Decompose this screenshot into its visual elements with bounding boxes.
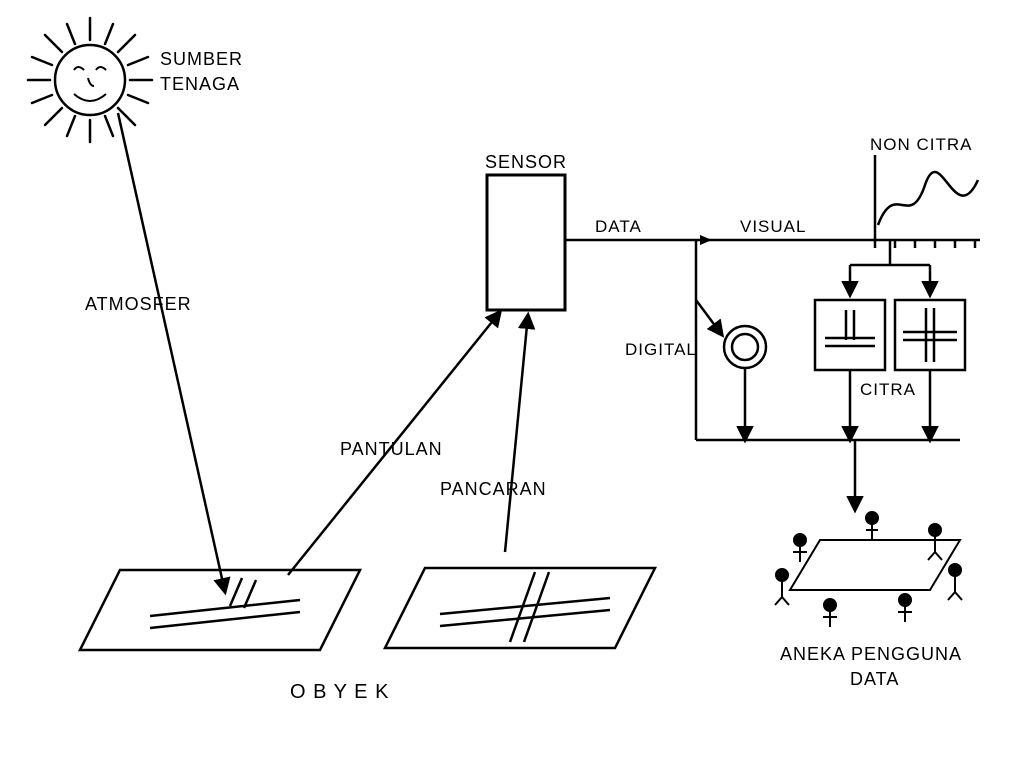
edge-to-digital [696,300,722,335]
object-right [385,568,655,648]
users-label-2: DATA [850,669,899,689]
non-citra-label: NON CITRA [870,135,973,154]
non-citra-icon [875,155,978,248]
sensor-label: SENSOR [485,152,567,172]
sensor-box [487,175,565,310]
users-icon [775,512,962,627]
visual-label: VISUAL [740,217,806,236]
pantulan-label: PANTULAN [340,439,443,459]
obyek-label: O B Y E K [290,681,389,703]
citra-thumb-left [815,300,885,370]
data-label: DATA [595,217,642,236]
digital-ring-icon [724,326,766,368]
sun-label-1: SUMBER [160,49,243,69]
output-merge [696,368,960,510]
remote-sensing-diagram: SUMBER TENAGA ATMOSFER SENSOR O B Y E K … [0,0,1024,757]
object-left [80,570,360,650]
citra-label: CITRA [860,380,916,399]
sun-icon [28,18,152,142]
edge-sun-object [118,113,225,592]
pancaran-label: PANCARAN [440,479,547,499]
data-flow-arrow [700,235,712,245]
visual-branch [850,240,930,295]
edge-emission [505,315,528,552]
citra-thumb-right [895,300,965,370]
digital-label: DIGITAL [625,340,697,359]
users-label-1: ANEKA PENGGUNA [780,644,962,664]
sun-label-2: TENAGA [160,74,240,94]
atmosfer-label: ATMOSFER [85,294,192,314]
